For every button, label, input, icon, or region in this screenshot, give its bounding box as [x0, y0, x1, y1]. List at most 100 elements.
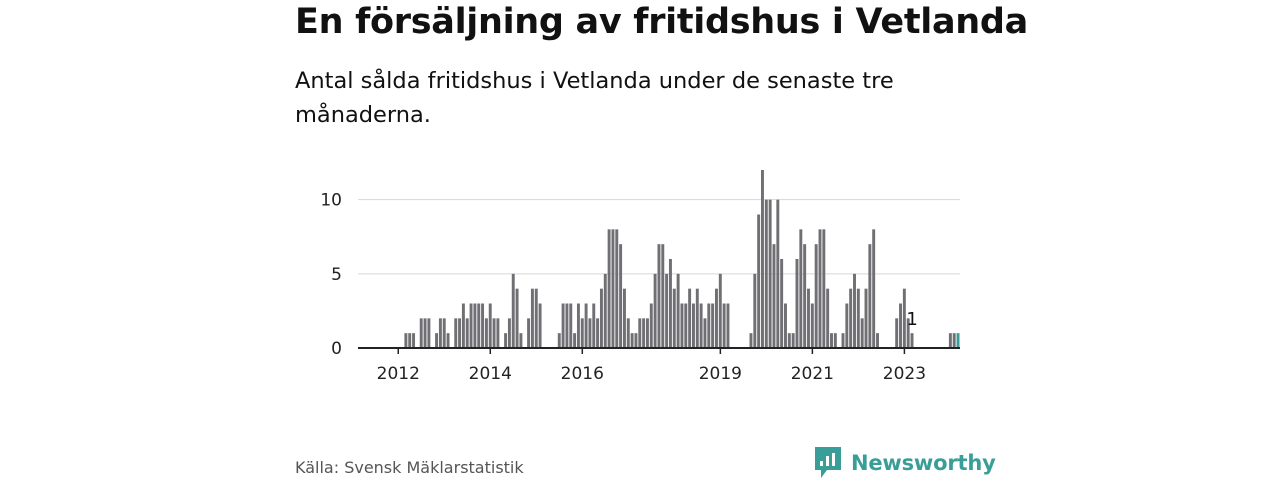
- data-label: 1: [906, 309, 917, 330]
- bar: [642, 318, 646, 348]
- bar: [423, 318, 427, 348]
- bar: [649, 303, 653, 348]
- bar: [672, 288, 676, 348]
- bar: [810, 303, 814, 348]
- bar: [515, 288, 519, 348]
- bar: [845, 303, 849, 348]
- bar: [707, 303, 711, 348]
- bar: [795, 259, 799, 348]
- bar: [753, 273, 757, 348]
- bar: [653, 273, 657, 348]
- bar: [492, 318, 496, 348]
- brand-name: Newsworthy: [851, 451, 996, 475]
- bar: [661, 244, 665, 348]
- bar: [833, 333, 837, 348]
- bar: [427, 318, 431, 348]
- bar: [711, 303, 715, 348]
- bar: [626, 318, 630, 348]
- bar: [534, 288, 538, 348]
- y-tick-label: 5: [331, 265, 342, 285]
- bar: [688, 288, 692, 348]
- bar: [565, 303, 569, 348]
- bar: [511, 273, 515, 348]
- y-tick-label: 0: [331, 339, 342, 359]
- labels: 0 5 10 2012 2014 2016 2019 2021 2023 1: [320, 191, 926, 384]
- axes: [358, 347, 960, 354]
- bar: [634, 333, 638, 348]
- bar: [530, 288, 534, 348]
- bar: [622, 288, 626, 348]
- bar: [469, 303, 473, 348]
- bar: [787, 333, 791, 348]
- bar: [504, 333, 508, 348]
- bar: [895, 318, 899, 348]
- bar: [814, 244, 818, 348]
- bar: [446, 333, 450, 348]
- bar: [580, 318, 584, 348]
- bar: [830, 333, 833, 348]
- bar: [906, 318, 910, 348]
- bar: [703, 318, 707, 348]
- bar: [699, 303, 703, 348]
- bar: [481, 303, 485, 348]
- bars: [404, 170, 960, 348]
- bar: [772, 244, 776, 348]
- bar: [599, 288, 603, 348]
- bar: [461, 303, 465, 348]
- bar: [454, 318, 458, 348]
- bar: [826, 288, 830, 348]
- bar: [576, 303, 580, 348]
- bar: [952, 333, 956, 348]
- source-note: Källa: Svensk Mäklarstatistik: [295, 458, 524, 477]
- bar: [607, 229, 611, 348]
- chart-subtitle: Antal sålda fritidshus i Vetlanda under …: [295, 68, 894, 128]
- bar: [435, 333, 439, 348]
- bar: [588, 318, 592, 348]
- bar: [611, 229, 615, 348]
- bar: [473, 303, 477, 348]
- x-tick-label: 2014: [469, 364, 512, 384]
- bar: [465, 318, 469, 348]
- bar: [484, 318, 488, 348]
- bar: [680, 303, 684, 348]
- bar: [404, 333, 408, 348]
- bar: [718, 273, 722, 348]
- brand-logo[interactable]: Newsworthy: [813, 446, 996, 480]
- bar: [860, 318, 864, 348]
- bar: [619, 244, 623, 348]
- bar: [458, 318, 462, 348]
- x-tick-label: 2023: [883, 364, 926, 384]
- bar: [592, 303, 596, 348]
- bar: [584, 303, 588, 348]
- bar: [665, 273, 669, 348]
- bar: [948, 333, 952, 348]
- bar: [477, 303, 481, 348]
- bar: [856, 288, 860, 348]
- newsworthy-logo-icon: [815, 447, 841, 478]
- bar: [684, 303, 688, 348]
- bar: [596, 318, 600, 348]
- y-tick-label: 10: [320, 191, 342, 211]
- bar: [695, 288, 699, 348]
- bar: [803, 244, 807, 348]
- bar: [488, 303, 492, 348]
- bar: [438, 318, 442, 348]
- bar: [868, 244, 872, 348]
- bar: [853, 273, 856, 348]
- bar: [615, 229, 619, 348]
- bar: [818, 229, 822, 348]
- bar: [822, 229, 826, 348]
- x-tick-label: 2021: [791, 364, 834, 384]
- bar: [749, 333, 753, 348]
- bar: [956, 333, 960, 348]
- bar: [638, 318, 642, 348]
- bar: [722, 303, 726, 348]
- bar: [757, 214, 761, 348]
- bar: [841, 333, 845, 348]
- bar: [676, 273, 680, 348]
- bar: [902, 288, 906, 348]
- bar: [776, 199, 780, 348]
- chart-title: En försäljning av fritidshus i Vetlanda: [295, 2, 1028, 42]
- bar: [764, 199, 768, 348]
- bar: [442, 318, 446, 348]
